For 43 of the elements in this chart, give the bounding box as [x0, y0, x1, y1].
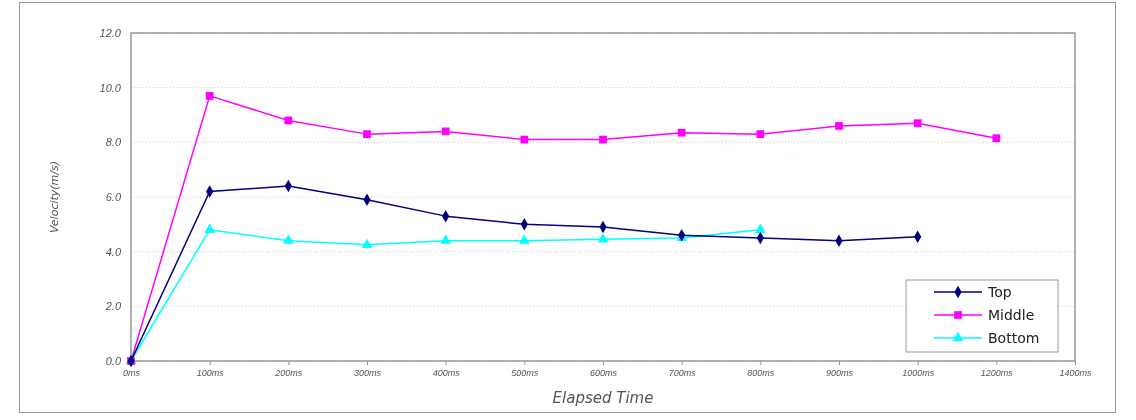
legend-label: Top — [987, 284, 1012, 300]
point — [441, 127, 450, 136]
x-tick-label: 0ms — [122, 368, 141, 379]
x-tick-label: 600ms — [589, 368, 618, 379]
y-tick-label: 8.0 — [105, 136, 122, 149]
point — [363, 130, 371, 139]
point — [361, 238, 373, 248]
y-tick-label: 12.0 — [99, 27, 122, 40]
point — [677, 128, 686, 137]
x-tick-label: 1400ms — [1059, 368, 1092, 379]
x-tick-label: 1200ms — [980, 368, 1014, 379]
point — [597, 233, 609, 243]
x-tick-label: 100ms — [196, 368, 225, 379]
point — [599, 135, 607, 144]
legend-label: Middle — [988, 307, 1035, 323]
point — [282, 234, 294, 244]
x-tick-label: 300ms — [353, 368, 382, 379]
x-tick-label: 800ms — [747, 368, 775, 379]
x-tick-label: 700ms — [668, 368, 697, 379]
y-axis-title: Velocity(m/s) — [48, 160, 61, 234]
x-tick-label: 1000ms — [902, 368, 935, 379]
legend-label: Bottom — [988, 330, 1040, 346]
point — [440, 234, 452, 244]
x-tick-label: 200ms — [274, 368, 303, 379]
point — [992, 134, 1001, 143]
point — [518, 234, 530, 244]
x-tick-label: 900ms — [825, 368, 854, 379]
point — [205, 91, 214, 100]
point — [204, 223, 216, 233]
point — [284, 116, 293, 125]
y-tick-label: 0.0 — [105, 355, 122, 368]
point — [913, 119, 922, 128]
y-tick-label: 10.0 — [99, 81, 122, 94]
point — [756, 130, 765, 139]
point — [520, 135, 529, 144]
y-tick-label: 6.0 — [105, 191, 122, 204]
x-tick-label: 500ms — [511, 368, 539, 379]
x-axis-title: Elapsed Time — [552, 389, 654, 407]
y-tick-label: 2.0 — [104, 300, 122, 313]
point — [754, 223, 766, 233]
x-tick-label: 400ms — [432, 368, 461, 379]
y-tick-label: 4.0 — [105, 245, 122, 258]
point — [835, 122, 843, 130]
